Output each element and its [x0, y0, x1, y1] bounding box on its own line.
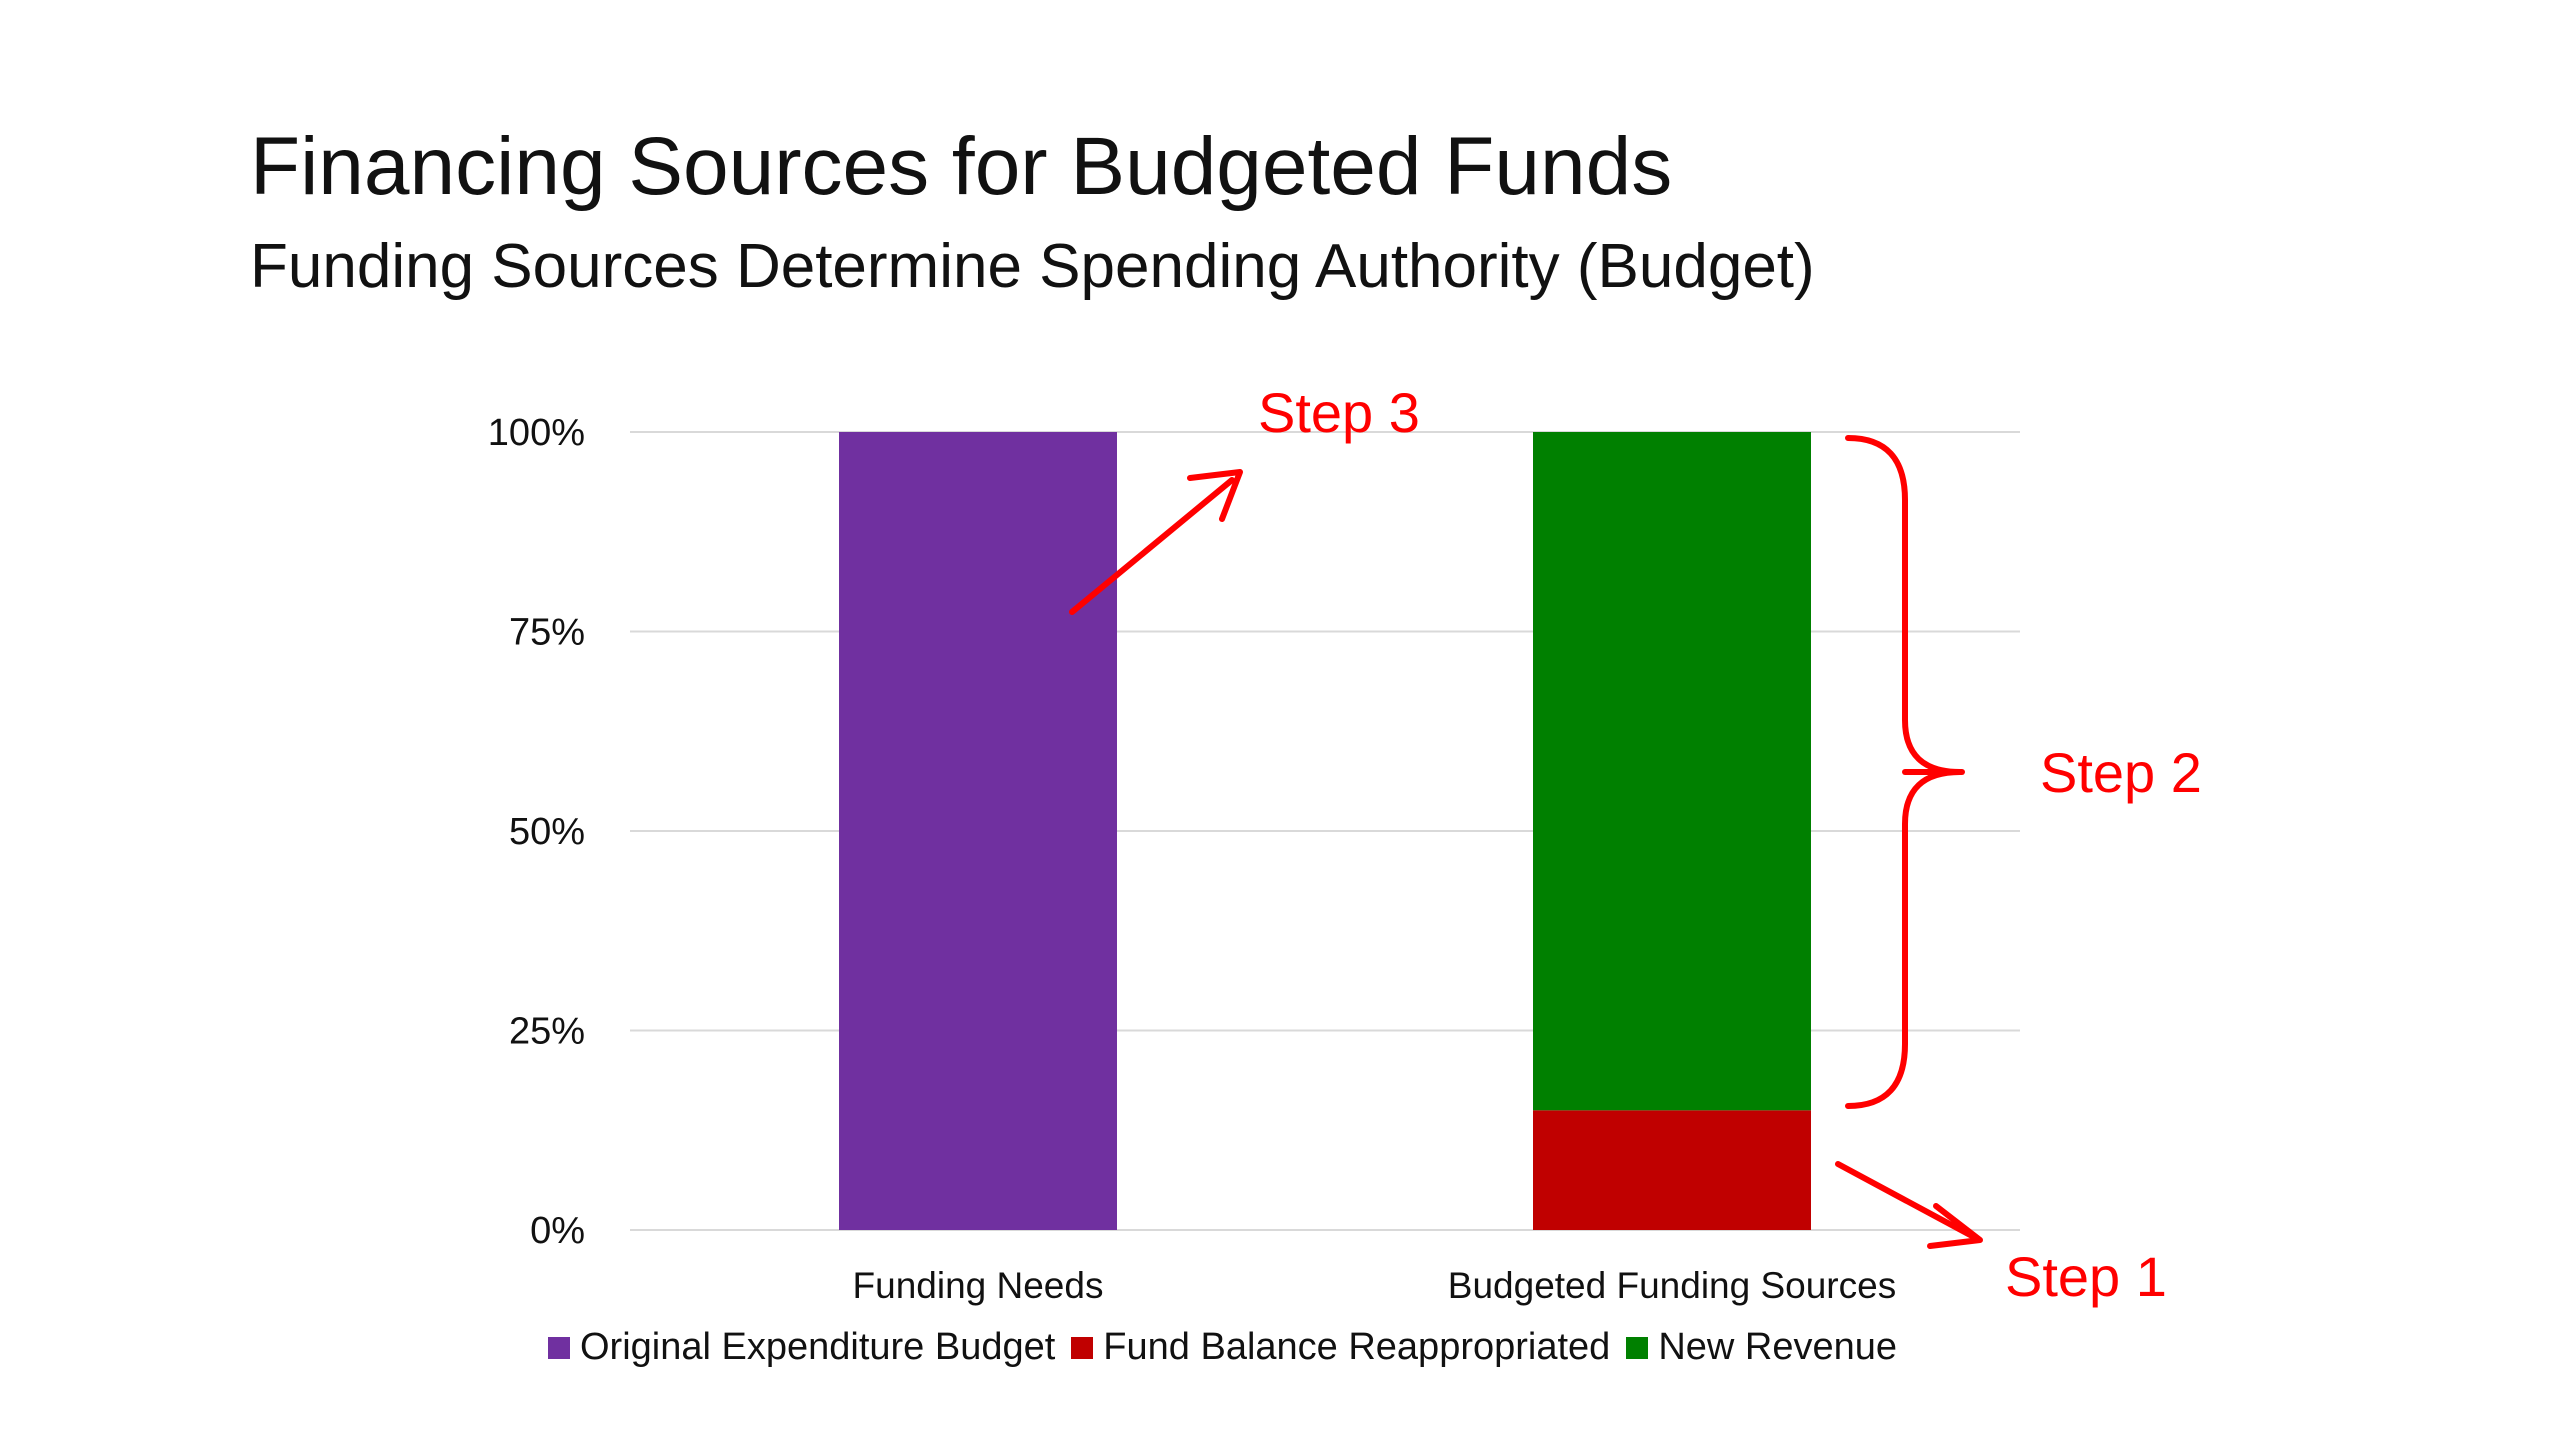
annotations: Step 3 Step 2 Step 1	[1069, 381, 2202, 1308]
bar-segment	[839, 432, 1117, 1230]
gridlines	[630, 431, 2020, 1231]
y-tick-label: 0%	[530, 1210, 585, 1252]
x-category-label: Budgeted Funding Sources	[1448, 1265, 1896, 1306]
legend-label: New Revenue	[1658, 1326, 1897, 1368]
legend-swatch	[1626, 1336, 1649, 1359]
chart-subtitle: Funding Sources Determine Spending Autho…	[250, 232, 1815, 301]
x-category-label: Funding Needs	[853, 1265, 1104, 1306]
legend-label: Fund Balance Reappropriated	[1103, 1326, 1611, 1368]
bar-segment	[1533, 432, 1811, 1111]
bars	[839, 432, 1811, 1230]
step-1-arrowhead	[1927, 1203, 1983, 1249]
step-3-arrow	[1069, 477, 1235, 615]
y-tick-label: 75%	[509, 612, 585, 654]
y-tick-label: 50%	[509, 811, 585, 853]
chart-title: Financing Sources for Budgeted Funds	[250, 121, 1673, 212]
legend-item-new-revenue: New Revenue	[1626, 1326, 1897, 1369]
legend-swatch	[1071, 1336, 1094, 1359]
step-1-arrow	[1835, 1161, 1975, 1239]
step-2-label: Step 2	[2040, 741, 2202, 804]
step-3-arrowhead	[1187, 469, 1243, 522]
legend-item-fund-balance-reappropriated: Fund Balance Reappropriated	[1071, 1326, 1610, 1369]
legend-item-original-expenditure-budget: Original Expenditure Budget	[548, 1326, 1055, 1369]
x-axis-category-labels: Funding Needs Budgeted Funding Sources	[853, 1265, 1897, 1306]
step-1-label: Step 1	[2005, 1245, 2167, 1308]
y-tick-label: 25%	[509, 1011, 585, 1053]
legend-label: Original Expenditure Budget	[580, 1326, 1056, 1368]
bar-segment	[1533, 1110, 1811, 1230]
legend-swatch	[548, 1336, 570, 1359]
y-tick-label: 100%	[488, 412, 585, 454]
y-axis-tick-labels: 0% 25% 50% 75% 100%	[488, 412, 585, 1252]
chart-legend: Original Expenditure Budget Fund Balance…	[548, 1326, 1913, 1369]
step-3-label: Step 3	[1258, 381, 1420, 444]
